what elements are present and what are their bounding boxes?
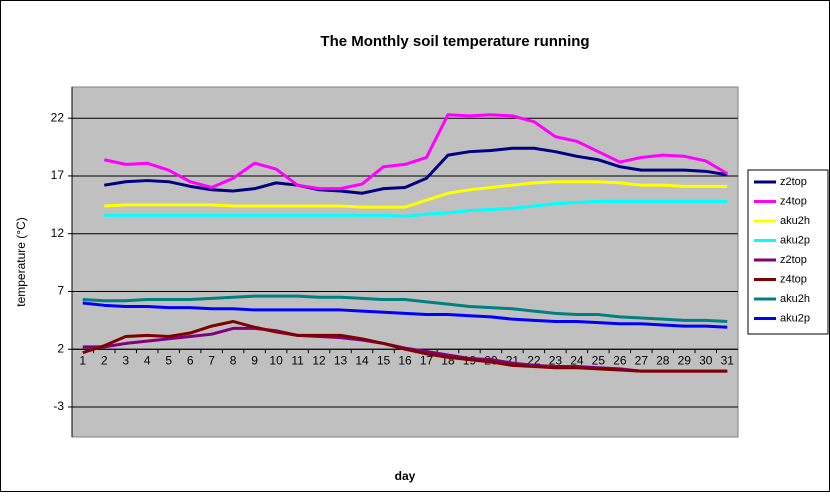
y-tick-label: 2 bbox=[57, 341, 64, 355]
y-tick-label: 17 bbox=[51, 168, 65, 182]
legend-label: aku2h bbox=[780, 293, 810, 305]
series-line bbox=[103, 113, 729, 191]
x-tick-label: 1 bbox=[79, 353, 86, 367]
legend-box bbox=[747, 169, 829, 335]
legend-label: aku2p bbox=[780, 312, 810, 324]
x-tick-label: 30 bbox=[699, 353, 713, 367]
x-tick-label: 26 bbox=[613, 353, 627, 367]
legend-label: z4top bbox=[780, 273, 807, 285]
y-tick-label: 7 bbox=[57, 284, 64, 298]
x-tick-label: 16 bbox=[398, 353, 412, 367]
x-tick-label: 14 bbox=[355, 353, 369, 367]
legend-label: z4top bbox=[780, 195, 807, 207]
x-tick-label: 17 bbox=[420, 353, 434, 367]
x-tick-label: 9 bbox=[251, 353, 258, 367]
x-tick-label: 3 bbox=[122, 353, 129, 367]
y-tick-label: 22 bbox=[51, 110, 65, 124]
series-line bbox=[103, 146, 728, 195]
legend-label: z2top bbox=[780, 176, 807, 188]
x-tick-label: 4 bbox=[144, 353, 151, 367]
x-tick-label: 31 bbox=[721, 353, 735, 367]
x-tick-label: 10 bbox=[269, 353, 283, 367]
x-tick-label: 27 bbox=[635, 353, 649, 367]
x-tick-label: 29 bbox=[678, 353, 692, 367]
x-tick-label: 25 bbox=[592, 353, 606, 367]
x-tick-label: 6 bbox=[187, 353, 194, 367]
x-tick-label: 7 bbox=[208, 353, 215, 367]
x-tick-label: 24 bbox=[570, 353, 584, 367]
y-tick-label: 12 bbox=[51, 226, 65, 240]
legend-label: aku2p bbox=[780, 234, 810, 246]
x-tick-label: 8 bbox=[230, 353, 237, 367]
plot-area bbox=[71, 86, 739, 438]
x-tick-label: 5 bbox=[165, 353, 172, 367]
x-tick-label: 28 bbox=[656, 353, 670, 367]
x-axis-label: day bbox=[395, 469, 416, 483]
x-tick-label: 12 bbox=[312, 353, 326, 367]
y-tick-label: -3 bbox=[53, 399, 64, 413]
x-tick-label: 11 bbox=[291, 353, 304, 367]
legend-label: aku2h bbox=[780, 215, 810, 227]
legend-label: z2top bbox=[780, 254, 807, 266]
chart-title: The Monthly soil temperature running bbox=[320, 33, 589, 50]
series-line bbox=[104, 199, 728, 218]
x-tick-label: 23 bbox=[549, 353, 563, 367]
x-tick-label: 13 bbox=[334, 353, 348, 367]
y-axis-label: temperature (°C) bbox=[14, 217, 28, 307]
x-tick-label: 15 bbox=[377, 353, 391, 367]
series-line bbox=[104, 180, 728, 209]
series-line bbox=[82, 301, 728, 329]
series-line bbox=[82, 319, 728, 373]
series-line bbox=[82, 294, 728, 323]
x-tick-label: 2 bbox=[101, 353, 108, 367]
